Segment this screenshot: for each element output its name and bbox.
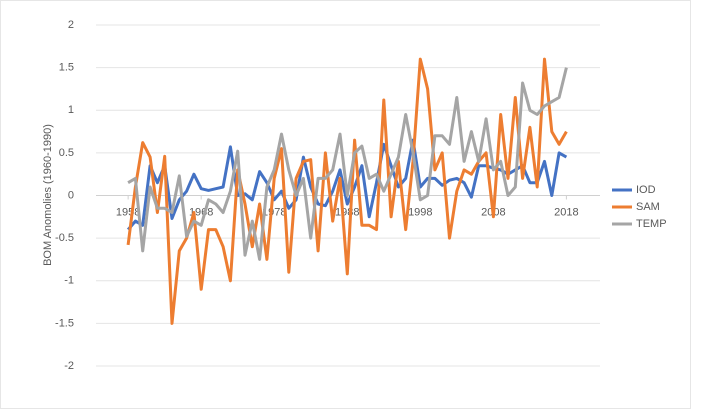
y-tick-label: -0.5 <box>55 232 74 244</box>
chart-frame <box>0 0 691 409</box>
x-tick-label: 1988 <box>335 206 359 218</box>
x-tick-label: 2018 <box>554 206 578 218</box>
y-tick-label: 0 <box>68 189 74 201</box>
x-tick-label: 1998 <box>408 206 432 218</box>
y-tick-label: 1.5 <box>59 62 74 74</box>
legend-label: TEMP <box>636 218 667 230</box>
series-line <box>126 57 568 325</box>
y-tick-label: -1.5 <box>55 317 74 329</box>
y-tick-label: -2 <box>64 360 74 372</box>
y-axis-title: BOM Anomolies (1960-1990) <box>42 124 54 266</box>
y-tick-label: -1 <box>64 275 74 287</box>
x-tick-label: 1958 <box>116 206 140 218</box>
y-tick-label: 0.5 <box>59 147 74 159</box>
y-tick-label: 2 <box>68 19 74 31</box>
legend-label: SAM <box>636 201 660 213</box>
y-tick-label: 1 <box>68 104 74 116</box>
x-tick-label: 1978 <box>262 206 286 218</box>
series-line <box>127 67 568 261</box>
legend-label: IOD <box>636 184 656 196</box>
